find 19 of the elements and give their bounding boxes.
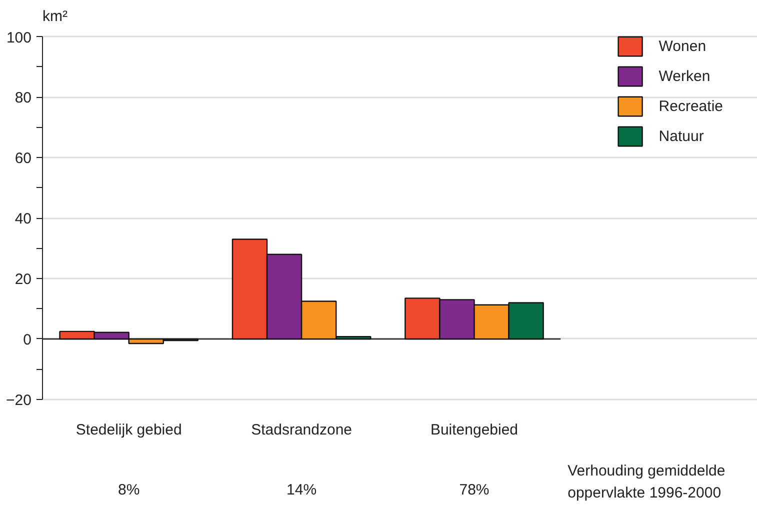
legend-label: Recreatie	[658, 98, 723, 114]
text: 8%	[118, 482, 140, 499]
x-tick-label: Stadsrandzone	[251, 421, 352, 438]
y-tick-label: 100	[6, 29, 32, 46]
y-tick-label: 80	[14, 90, 32, 107]
legend-label: Werken	[658, 68, 710, 84]
legend-label: Natuur	[658, 128, 704, 144]
x-tick-label: Stedelijk gebied	[76, 421, 182, 438]
y-tick-label: 60	[14, 150, 32, 168]
y-axis-title: km²	[42, 8, 68, 25]
text: 78%	[459, 482, 490, 499]
text: Verhouding gemiddelde oppervlakte 1996-2000	[568, 462, 726, 502]
text: 14%	[286, 482, 317, 499]
y-tick-label: 0	[23, 332, 32, 348]
legend-label: Wonen	[658, 38, 706, 54]
y-tick-label: 20	[14, 271, 32, 288]
x-tick-label: Buitengebied	[430, 421, 518, 438]
y-tick-label: −20	[6, 392, 32, 409]
y-tick-label: 40	[14, 210, 32, 228]
